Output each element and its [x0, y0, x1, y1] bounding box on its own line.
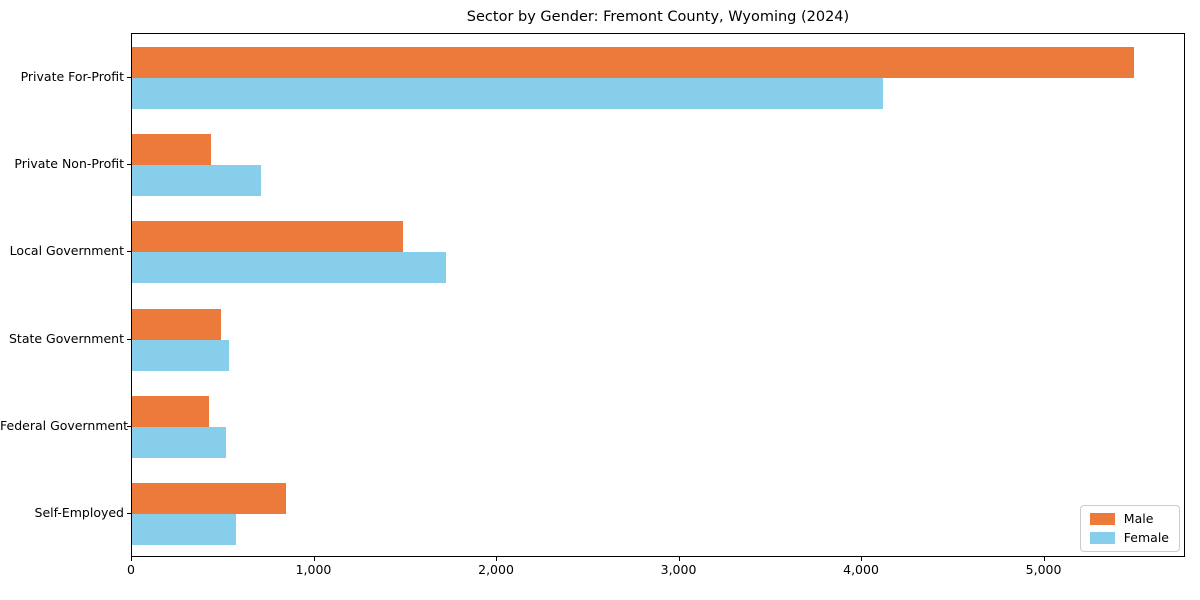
x-tick-mark — [131, 557, 132, 561]
x-tick-mark — [1043, 557, 1045, 561]
bar-female-private-for-profit — [132, 77, 883, 109]
legend: Male Female — [1079, 505, 1180, 552]
legend-label-male: Male — [1123, 511, 1154, 526]
x-tick-label-3-000: 3,000 — [660, 562, 697, 577]
y-tick-label-private-non-profit: Private Non-Profit — [14, 156, 124, 171]
y-tick-mark — [127, 251, 131, 253]
x-tick-mark — [496, 557, 498, 561]
bar-female-self-employed — [132, 514, 236, 546]
x-tick-mark — [678, 557, 680, 561]
y-tick-mark — [127, 513, 131, 515]
legend-label-female: Female — [1123, 529, 1169, 545]
plot-area: Male Female — [131, 33, 1185, 557]
y-tick-mark — [127, 426, 131, 427]
legend-swatch-female — [1089, 531, 1115, 544]
bar-male-self-employed — [132, 483, 286, 515]
bar-male-private-for-profit — [132, 46, 1134, 78]
legend-swatch-male — [1089, 513, 1115, 526]
bar-male-local-government — [132, 221, 403, 253]
legend-entry-male: Male — [1089, 511, 1169, 526]
bar-female-federal-government — [132, 427, 226, 458]
bar-male-state-government — [132, 308, 222, 340]
y-tick-mark — [127, 338, 131, 340]
y-tick-label-local-government: Local Government — [9, 243, 124, 259]
bar-female-local-government — [132, 252, 447, 284]
x-tick-label-4-000: 4,000 — [843, 562, 879, 577]
x-tick-label-1-000: 1,000 — [295, 562, 332, 577]
x-tick-label-5-000: 5,000 — [1025, 562, 1062, 577]
x-tick-label-0: 0 — [127, 562, 135, 577]
y-tick-label-self-employed: Self-Employed — [34, 505, 124, 521]
x-tick-mark — [861, 557, 863, 561]
y-tick-mark — [127, 164, 131, 165]
y-tick-mark — [127, 76, 131, 78]
bar-male-private-non-profit — [132, 134, 212, 165]
x-tick-label-2-000: 2,000 — [478, 562, 514, 577]
bar-female-private-non-profit — [132, 165, 262, 196]
chart-title: Sector by Gender: Fremont County, Wyomin… — [466, 9, 850, 25]
bar-male-federal-government — [132, 396, 209, 427]
y-tick-label-federal-government: Federal Government — [0, 418, 129, 433]
x-tick-mark — [313, 557, 315, 561]
y-tick-label-state-government: State Government — [8, 330, 124, 346]
legend-entry-female: Female — [1089, 529, 1169, 545]
y-tick-label-private-for-profit: Private For-Profit — [20, 68, 124, 84]
bar-female-state-government — [132, 339, 230, 371]
